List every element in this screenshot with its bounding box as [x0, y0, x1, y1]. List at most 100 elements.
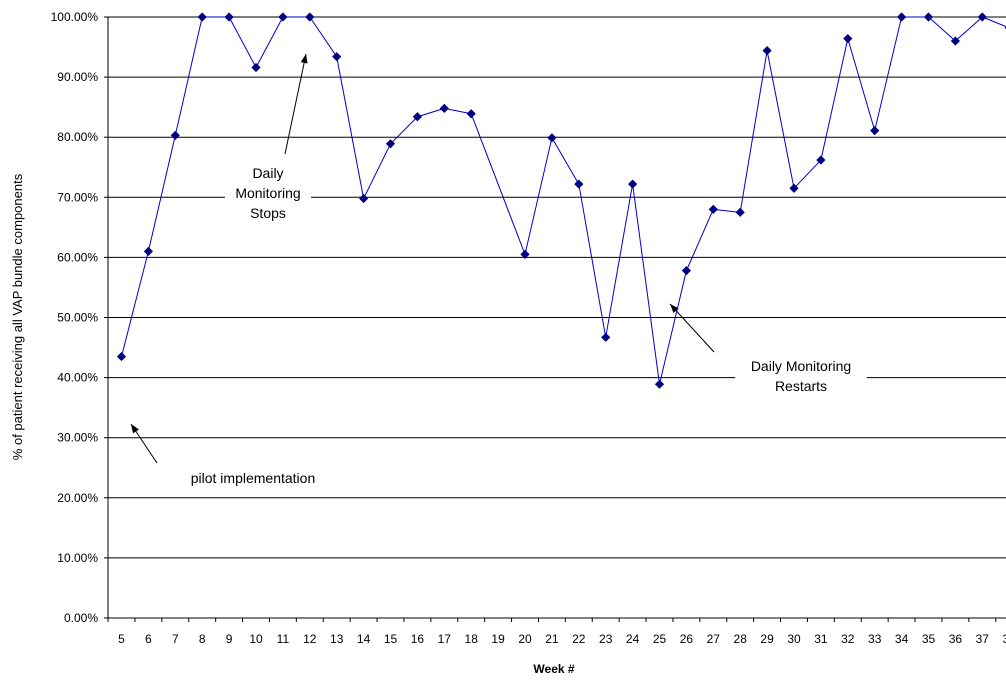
y-tick-label: 10.00%: [57, 551, 98, 565]
data-point-week-6: [143, 246, 153, 256]
data-point-week-12: [305, 12, 315, 22]
x-tick-label: 10: [249, 632, 263, 646]
x-tick-label: 14: [357, 632, 371, 646]
data-point-week-28: [735, 207, 745, 217]
annotation-restarts-bg: [735, 357, 867, 401]
annotations: Daily Monitoring Stops Daily Monitoring Rest…: [130, 53, 867, 493]
x-tick-label: 24: [626, 632, 640, 646]
series-line-segment: [551, 137, 580, 185]
x-tick-label: 28: [734, 632, 748, 646]
annotation-restarts-line: Restarts: [775, 378, 827, 394]
x-tick-label: 8: [199, 632, 206, 646]
y-axis-title: % of patient receiving all VAP bundle co…: [10, 173, 25, 460]
data-point-week-32: [843, 34, 853, 44]
data-point-week-30: [789, 183, 799, 193]
x-tick-label: 18: [465, 632, 479, 646]
data-point-week-17: [439, 103, 449, 113]
data-point-week-36: [950, 36, 960, 46]
x-tick-label: 23: [599, 632, 613, 646]
series-line-segment: [121, 251, 149, 357]
x-tick-label: 30: [787, 632, 801, 646]
data-point-week-15: [385, 139, 396, 149]
data-point-week-24: [628, 179, 638, 189]
annotation-stops-arrow-head: [300, 54, 308, 64]
series-line-segment: [820, 38, 849, 161]
x-tick-label: 13: [330, 632, 344, 646]
data-point-week-29: [762, 46, 772, 56]
y-tick-label: 70.00%: [57, 190, 98, 204]
series-line-segment: [928, 16, 956, 42]
series-line-segment: [766, 50, 795, 189]
series-line-segment: [228, 16, 257, 68]
data-point-week-23: [601, 332, 611, 342]
x-tick-label: 36: [949, 632, 963, 646]
data-point-week-10: [251, 62, 261, 73]
x-tick-label: 25: [653, 632, 667, 646]
y-tick-label: 90.00%: [57, 70, 98, 84]
data-point-week-35: [923, 12, 934, 22]
annotation-stops-line: Stops: [250, 205, 286, 221]
series-line-segment: [982, 16, 1006, 28]
series-line-segment: [147, 135, 176, 252]
x-tick-label: 19: [491, 632, 505, 646]
annotation-stops-bg: [225, 164, 311, 228]
series-line-segment: [336, 56, 365, 199]
x-tick-label: 22: [572, 632, 586, 646]
annotation-stops: Daily Monitoring Stops: [225, 164, 311, 228]
annotation-restarts: Daily Monitoring Restarts: [735, 357, 867, 401]
series-line-segment: [524, 137, 553, 255]
annotation-pilot-line: pilot implementation: [191, 470, 316, 486]
x-tick-label: 34: [895, 632, 909, 646]
x-tick-label: 27: [707, 632, 721, 646]
data-point-week-16: [412, 112, 422, 122]
x-tick-label: 37: [976, 632, 990, 646]
x-tick-label: 12: [303, 632, 317, 646]
y-tick-label: 60.00%: [57, 250, 98, 264]
x-tick-label: 31: [814, 632, 828, 646]
data-point-week-37: [977, 12, 987, 22]
annotation-pilot-bg: [172, 469, 334, 493]
x-tick-label: 7: [172, 632, 179, 646]
series-line-segment: [605, 183, 634, 338]
axes: 0.00% 10.00% 20.00% 30.00% 40.00% 50.00% 60.00…: [51, 10, 1006, 646]
y-tick-label: 80.00%: [57, 130, 98, 144]
x-tick-label: 35: [922, 632, 936, 646]
series-line-segment: [309, 16, 338, 57]
series-line-segment: [578, 183, 607, 338]
data-point-week-11: [278, 12, 288, 22]
data-point-week-33: [870, 125, 880, 136]
series-line-segment: [363, 143, 391, 199]
series-line-segment: [255, 16, 284, 68]
y-tick-label: 100.00%: [51, 10, 99, 24]
data-point-week-34: [897, 12, 907, 22]
annotation-stops-line: Daily: [252, 165, 283, 181]
y-tick-label: 30.00%: [57, 431, 98, 445]
annotation-restarts-line: Daily Monitoring: [751, 358, 851, 374]
x-axis-title: Week #: [533, 662, 574, 676]
data-point-week-5: [116, 351, 127, 362]
x-tick-label: 21: [545, 632, 559, 646]
series-line-segment: [470, 113, 526, 255]
series-line-segment: [793, 159, 822, 189]
x-tick-label: 11: [277, 632, 290, 646]
data-point-week-22: [574, 179, 584, 189]
x-tick-label: 32: [841, 632, 855, 646]
series-line-segment: [955, 16, 983, 42]
data-point-week-20: [520, 249, 530, 259]
x-tick-label: 6: [145, 632, 152, 646]
data-point-week-21: [547, 133, 557, 143]
data-point-week-25: [654, 379, 665, 389]
annotation-pilot: pilot implementation: [172, 469, 334, 493]
x-tick-label: 5: [118, 632, 125, 646]
x-tick-label: 26: [680, 632, 694, 646]
series-line-segment: [390, 116, 418, 145]
x-tick-label: 16: [411, 632, 425, 646]
annotation-stops-line: Monitoring: [235, 185, 300, 201]
x-tick-label: 15: [384, 632, 398, 646]
y-tick-label: 40.00%: [57, 371, 98, 385]
series-line-segment: [874, 16, 903, 131]
data-point-week-8: [197, 12, 207, 22]
series-line-segment: [713, 208, 741, 213]
